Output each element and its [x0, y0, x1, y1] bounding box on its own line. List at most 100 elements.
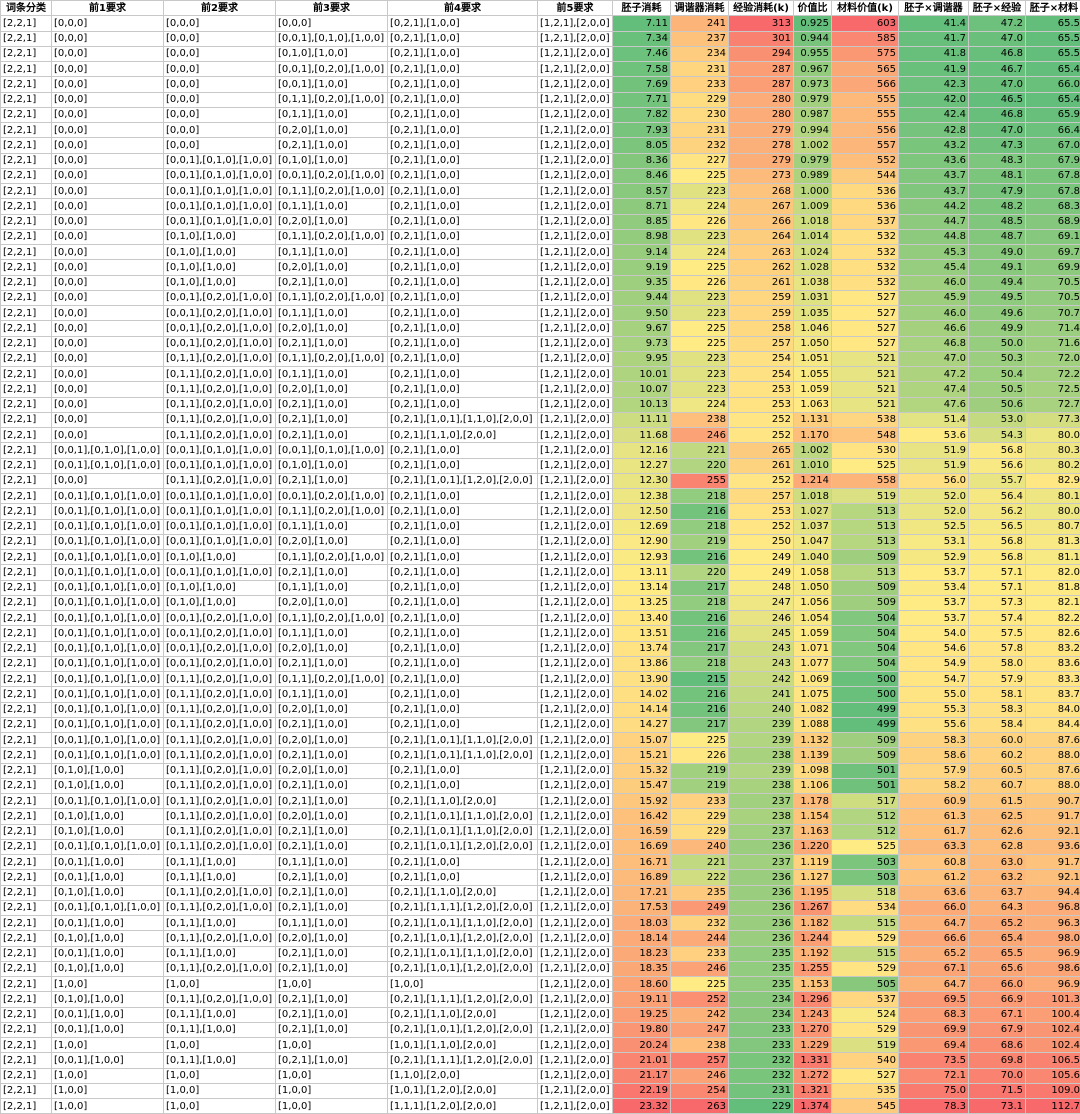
- number-cell[interactable]: 53.6: [899, 428, 969, 443]
- number-cell[interactable]: 1.088: [794, 717, 832, 732]
- number-cell[interactable]: 67.8: [1026, 184, 1080, 199]
- text-cell[interactable]: [1,2,1],[2,0,0]: [538, 931, 613, 946]
- text-cell[interactable]: [0,1,1],[0,2,0],[1,0,0]: [276, 229, 388, 244]
- number-cell[interactable]: 49.0: [969, 245, 1026, 260]
- text-cell[interactable]: [0,0,0]: [52, 382, 164, 397]
- number-cell[interactable]: 215: [671, 672, 729, 687]
- text-cell[interactable]: [0,1,1],[0,2,0],[1,0,0]: [164, 900, 276, 915]
- number-cell[interactable]: 544: [832, 168, 899, 183]
- text-cell[interactable]: [2,2,1]: [1, 534, 52, 549]
- text-cell[interactable]: [0,1,1],[1,0,0]: [276, 855, 388, 870]
- number-cell[interactable]: 1.047: [794, 534, 832, 549]
- number-cell[interactable]: 1.192: [794, 946, 832, 961]
- number-cell[interactable]: 238: [671, 412, 729, 427]
- number-cell[interactable]: 9.35: [613, 275, 671, 290]
- number-cell[interactable]: 47.0: [969, 77, 1026, 92]
- text-cell[interactable]: [0,0,0]: [52, 336, 164, 351]
- text-cell[interactable]: [1,2,1],[2,0,0]: [538, 199, 613, 214]
- text-cell[interactable]: [0,0,1],[0,1,0],[1,0,0]: [164, 458, 276, 473]
- number-cell[interactable]: 530: [832, 443, 899, 458]
- number-cell[interactable]: 521: [832, 397, 899, 412]
- text-cell[interactable]: [1,2,1],[2,0,0]: [538, 534, 613, 549]
- text-cell[interactable]: [0,2,1],[1,0,0]: [388, 184, 538, 199]
- number-cell[interactable]: 75.0: [899, 1083, 969, 1098]
- number-cell[interactable]: 250: [729, 534, 794, 549]
- text-cell[interactable]: [0,1,0],[1,0,0]: [164, 550, 276, 565]
- number-cell[interactable]: 8.36: [613, 153, 671, 168]
- number-cell[interactable]: 18.14: [613, 931, 671, 946]
- number-cell[interactable]: 91.7: [1026, 809, 1080, 824]
- text-cell[interactable]: [0,1,1],[0,2,0],[1,0,0]: [164, 717, 276, 732]
- text-cell[interactable]: [0,0,0]: [52, 153, 164, 168]
- text-cell[interactable]: [0,0,1],[0,1,0],[1,0,0]: [52, 534, 164, 549]
- text-cell[interactable]: [0,1,1],[0,2,0],[1,0,0]: [164, 794, 276, 809]
- number-cell[interactable]: 219: [671, 778, 729, 793]
- number-cell[interactable]: 8.57: [613, 184, 671, 199]
- number-cell[interactable]: 252: [729, 412, 794, 427]
- text-cell[interactable]: [0,2,1],[1,0,0]: [276, 946, 388, 961]
- number-cell[interactable]: 57.9: [899, 763, 969, 778]
- text-cell[interactable]: [2,2,1]: [1, 580, 52, 595]
- text-cell[interactable]: [2,2,1]: [1, 489, 52, 504]
- number-cell[interactable]: 537: [832, 214, 899, 229]
- number-cell[interactable]: 1.139: [794, 748, 832, 763]
- number-cell[interactable]: 69.4: [899, 1038, 969, 1053]
- number-cell[interactable]: 1.296: [794, 992, 832, 1007]
- number-cell[interactable]: 1.220: [794, 839, 832, 854]
- text-cell[interactable]: [0,1,0],[1,0,0]: [52, 778, 164, 793]
- text-cell[interactable]: [2,2,1]: [1, 855, 52, 870]
- number-cell[interactable]: 515: [832, 916, 899, 931]
- text-cell[interactable]: [1,2,1],[2,0,0]: [538, 92, 613, 107]
- number-cell[interactable]: 42.0: [899, 92, 969, 107]
- number-cell[interactable]: 9.44: [613, 290, 671, 305]
- number-cell[interactable]: 69.8: [969, 1053, 1026, 1068]
- text-cell[interactable]: [2,2,1]: [1, 245, 52, 260]
- text-cell[interactable]: [1,2,1],[2,0,0]: [538, 885, 613, 900]
- number-cell[interactable]: 301: [729, 31, 794, 46]
- text-cell[interactable]: [2,2,1]: [1, 1007, 52, 1022]
- text-cell[interactable]: [0,1,1],[1,0,0]: [276, 199, 388, 214]
- text-cell[interactable]: [1,0,0]: [164, 1068, 276, 1083]
- number-cell[interactable]: 537: [832, 992, 899, 1007]
- number-cell[interactable]: 244: [671, 931, 729, 946]
- number-cell[interactable]: 1.002: [794, 138, 832, 153]
- text-cell[interactable]: [0,0,1],[0,1,0],[1,0,0]: [164, 443, 276, 458]
- number-cell[interactable]: 1.014: [794, 229, 832, 244]
- number-cell[interactable]: 21.17: [613, 1068, 671, 1083]
- text-cell[interactable]: [2,2,1]: [1, 443, 52, 458]
- text-cell[interactable]: [1,2,1],[2,0,0]: [538, 367, 613, 382]
- number-cell[interactable]: 233: [729, 1022, 794, 1037]
- text-cell[interactable]: [2,2,1]: [1, 839, 52, 854]
- number-cell[interactable]: 16.69: [613, 839, 671, 854]
- number-cell[interactable]: 63.2: [969, 870, 1026, 885]
- text-cell[interactable]: [0,0,0]: [52, 16, 164, 31]
- number-cell[interactable]: 45.9: [899, 290, 969, 305]
- number-cell[interactable]: 219: [671, 763, 729, 778]
- number-cell[interactable]: 47.2: [969, 16, 1026, 31]
- number-cell[interactable]: 1.027: [794, 504, 832, 519]
- text-cell[interactable]: [0,2,1],[1,0,0]: [388, 763, 538, 778]
- text-cell[interactable]: [1,2,1],[2,0,0]: [538, 656, 613, 671]
- text-cell[interactable]: [2,2,1]: [1, 824, 52, 839]
- number-cell[interactable]: 1.331: [794, 1053, 832, 1068]
- number-cell[interactable]: 529: [832, 931, 899, 946]
- text-cell[interactable]: [0,0,1],[1,0,0]: [52, 946, 164, 961]
- number-cell[interactable]: 18.35: [613, 961, 671, 976]
- number-cell[interactable]: 245: [729, 626, 794, 641]
- number-cell[interactable]: 101.3: [1026, 992, 1080, 1007]
- text-cell[interactable]: [0,0,0]: [164, 92, 276, 107]
- text-cell[interactable]: [0,1,0],[1,0,0]: [52, 931, 164, 946]
- text-cell[interactable]: [2,2,1]: [1, 931, 52, 946]
- text-cell[interactable]: [0,1,0],[1,0,0]: [164, 245, 276, 260]
- text-cell[interactable]: [1,2,1],[2,0,0]: [538, 626, 613, 641]
- number-cell[interactable]: 216: [671, 550, 729, 565]
- number-cell[interactable]: 55.7: [969, 473, 1026, 488]
- number-cell[interactable]: 532: [832, 229, 899, 244]
- number-cell[interactable]: 62.8: [969, 839, 1026, 854]
- text-cell[interactable]: [1,2,1],[2,0,0]: [538, 595, 613, 610]
- text-cell[interactable]: [0,1,0],[1,0,0]: [52, 961, 164, 976]
- text-cell[interactable]: [0,2,1],[1,0,0]: [388, 199, 538, 214]
- number-cell[interactable]: 218: [671, 656, 729, 671]
- text-cell[interactable]: [1,0,0]: [164, 1099, 276, 1114]
- text-cell[interactable]: [0,2,1],[1,0,0]: [388, 672, 538, 687]
